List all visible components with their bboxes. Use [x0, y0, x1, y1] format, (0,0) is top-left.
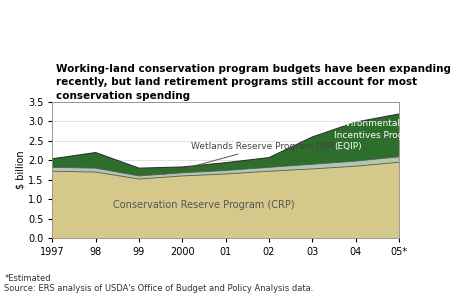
Text: Environmental Quality
Incentives Program
(EQIP): Environmental Quality Incentives Program…: [334, 119, 436, 151]
Text: Wetlands Reserve Program (WRP): Wetlands Reserve Program (WRP): [163, 142, 343, 174]
Text: Conservation Reserve Program (CRP): Conservation Reserve Program (CRP): [113, 200, 295, 210]
Text: *Estimated
Source: ERS analysis of USDA's Office of Budget and Policy Analysis d: *Estimated Source: ERS analysis of USDA'…: [4, 274, 314, 293]
Y-axis label: $ billion: $ billion: [15, 151, 25, 189]
Text: Working-land conservation program budgets have been expanding
recently, but land: Working-land conservation program budget…: [56, 64, 450, 101]
